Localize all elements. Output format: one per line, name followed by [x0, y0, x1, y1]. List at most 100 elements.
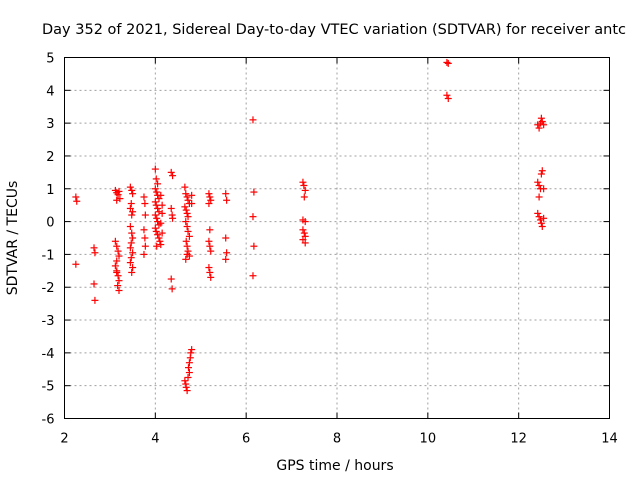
data-point — [537, 114, 545, 122]
data-point — [184, 213, 192, 221]
data-point — [444, 95, 452, 103]
data-point — [537, 170, 545, 178]
data-point — [167, 275, 175, 283]
data-point — [168, 285, 176, 293]
data-point — [181, 203, 189, 211]
data-point — [205, 264, 213, 272]
data-point — [535, 193, 543, 201]
data-point — [154, 218, 162, 226]
data-point — [151, 198, 159, 206]
data-point — [207, 247, 215, 255]
data-point — [129, 234, 137, 242]
data-point — [90, 280, 98, 288]
data-point — [114, 272, 122, 280]
data-point — [183, 209, 191, 217]
data-point — [114, 191, 122, 199]
data-point — [301, 186, 309, 194]
data-point — [151, 165, 159, 173]
data-point — [156, 237, 164, 245]
y-tick-label: 3 — [46, 117, 54, 132]
data-point — [141, 234, 149, 242]
data-point — [183, 242, 191, 250]
data-point — [140, 193, 148, 201]
plot-frame — [64, 57, 610, 419]
data-point — [158, 229, 166, 237]
data-point — [223, 196, 231, 204]
data-point — [182, 255, 190, 263]
data-point — [185, 232, 193, 240]
data-point — [158, 201, 166, 209]
data-point — [167, 168, 175, 176]
data-point — [152, 175, 160, 183]
data-point — [299, 226, 307, 234]
data-point — [538, 167, 546, 175]
data-point — [90, 244, 98, 252]
data-point — [126, 244, 134, 252]
data-point — [126, 223, 134, 231]
data-point — [153, 214, 161, 222]
y-tick-label: 1 — [46, 183, 54, 198]
data-point — [301, 218, 309, 226]
data-point — [129, 249, 137, 257]
y-tick-label: 0 — [46, 216, 54, 231]
data-points — [72, 58, 548, 395]
data-point — [129, 208, 137, 216]
data-point — [113, 242, 121, 250]
data-point — [540, 185, 548, 193]
data-point — [205, 190, 213, 198]
data-point — [301, 239, 309, 247]
data-point — [181, 183, 189, 191]
data-point — [155, 208, 163, 216]
data-point — [115, 187, 123, 195]
data-point — [167, 204, 175, 212]
data-point — [300, 181, 308, 189]
x-tick-label: 2 — [60, 432, 68, 447]
data-point — [151, 211, 159, 219]
x-tick-label: 10 — [420, 432, 437, 447]
data-point — [205, 237, 213, 245]
data-point — [127, 200, 135, 208]
data-point — [534, 178, 542, 186]
data-point — [222, 255, 230, 263]
data-point — [157, 191, 165, 199]
data-point — [534, 209, 542, 217]
data-point — [249, 213, 257, 221]
data-point — [300, 229, 308, 237]
data-point — [113, 196, 121, 204]
data-point — [157, 241, 165, 249]
y-axis-label: SDTVAR / TECUs — [5, 181, 21, 296]
data-point — [183, 250, 191, 258]
data-point — [155, 195, 163, 203]
data-point — [206, 242, 214, 250]
data-point — [538, 223, 546, 231]
data-point — [141, 211, 149, 219]
data-point — [115, 277, 123, 285]
data-point — [183, 223, 191, 231]
data-point — [184, 373, 192, 381]
data-point — [127, 239, 135, 247]
data-point — [113, 268, 121, 276]
data-point — [153, 242, 161, 250]
data-point — [151, 224, 159, 232]
data-point — [154, 204, 162, 212]
data-point — [140, 226, 148, 234]
data-point — [151, 185, 159, 193]
data-point — [222, 234, 230, 242]
data-point — [141, 200, 149, 208]
data-point — [300, 193, 308, 201]
data-point — [91, 296, 99, 304]
data-point — [169, 172, 177, 180]
x-tick-label: 14 — [601, 432, 618, 447]
data-point — [223, 249, 231, 257]
data-point — [128, 186, 136, 194]
data-point — [188, 191, 196, 199]
data-point — [183, 193, 191, 201]
data-point — [128, 211, 136, 219]
data-point — [185, 359, 193, 367]
data-point — [182, 383, 190, 391]
y-tick-label: -4 — [42, 347, 55, 362]
data-point — [535, 213, 543, 221]
data-point — [115, 287, 123, 295]
data-point — [535, 181, 543, 189]
